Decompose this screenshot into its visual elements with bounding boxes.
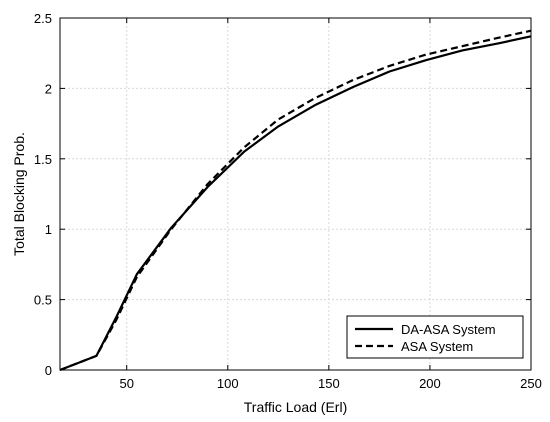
y-tick-label: 2.5 <box>34 11 52 26</box>
series-line-da-asa-system <box>59 35 532 372</box>
legend-label-asa: ASA System <box>401 339 473 354</box>
x-tick-label: 200 <box>419 376 441 391</box>
axis-ticks: 50 100 150 200 250 0 0.5 1 1.5 2 2.5 <box>34 11 542 391</box>
series-layer <box>59 29 532 372</box>
x-tick-label: 150 <box>318 376 340 391</box>
legend: DA-ASA System ASA System <box>346 315 524 359</box>
y-tick-label: 1 <box>45 222 52 237</box>
y-tick-label: 1.5 <box>34 152 52 167</box>
x-axis-label: Traffic Load (Erl) <box>244 399 347 415</box>
y-axis-label: Total Blocking Prob. <box>11 132 27 256</box>
x-tick-label: 50 <box>119 376 133 391</box>
y-tick-label: 0.5 <box>34 293 52 308</box>
legend-box <box>346 315 524 359</box>
legend-label-da-asa: DA-ASA System <box>401 322 496 337</box>
x-tick-label: 250 <box>520 376 542 391</box>
plot-area <box>59 17 532 371</box>
y-tick-label: 2 <box>45 81 52 96</box>
x-tick-label: 100 <box>217 376 239 391</box>
y-tick-label: 0 <box>45 363 52 378</box>
